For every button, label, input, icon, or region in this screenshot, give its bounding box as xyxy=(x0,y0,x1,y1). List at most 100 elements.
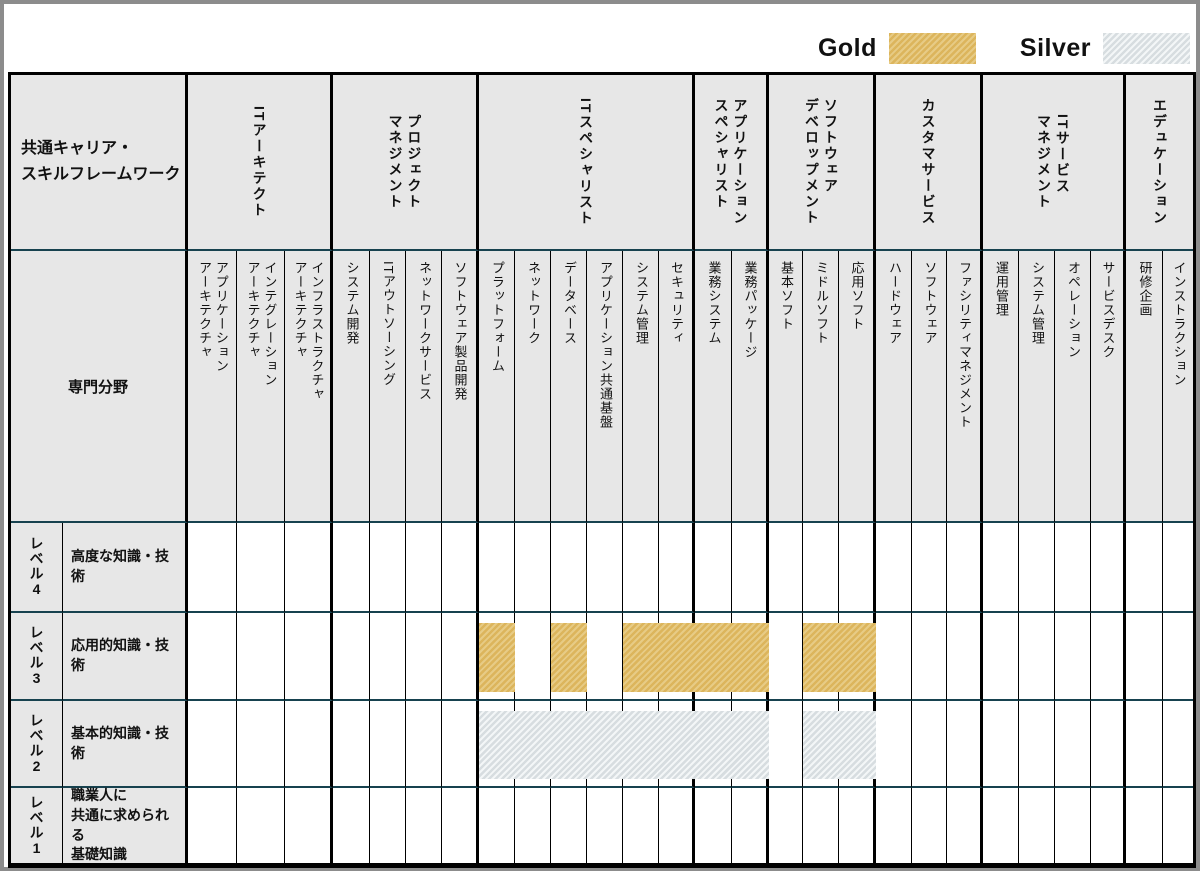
matrix-cell xyxy=(442,523,479,613)
group-header-8: エデュケーション xyxy=(1126,75,1193,251)
matrix-cell xyxy=(1163,613,1193,701)
vertical-label: ミドルソフト xyxy=(813,261,829,345)
specialty-header: システム管理 xyxy=(623,251,659,523)
matrix-cell xyxy=(370,613,406,701)
vertical-label: データベース xyxy=(561,261,577,345)
matrix-cell xyxy=(1019,613,1055,701)
matrix-cell xyxy=(1091,788,1126,863)
matrix-cell xyxy=(285,701,333,788)
specialty-field-header: 専門分野 xyxy=(11,251,188,523)
level-label-1: レベル1 xyxy=(11,788,63,863)
vertical-label: システム開発 xyxy=(344,261,360,345)
specialty-header: 基本ソフト xyxy=(769,251,803,523)
specialty-header: システム開発 xyxy=(333,251,370,523)
matrix-cell xyxy=(1126,788,1163,863)
vertical-label: ファシリティマネジメント xyxy=(956,261,972,429)
level-label-4: レベル4 xyxy=(11,523,63,613)
matrix-cell xyxy=(983,788,1019,863)
matrix-cell xyxy=(1019,701,1055,788)
vertical-label: システム管理 xyxy=(633,261,649,345)
vertical-label: システム管理 xyxy=(1029,261,1045,345)
matrix-cell xyxy=(515,788,551,863)
matrix-cell xyxy=(406,523,442,613)
group-header-6: カスタマサービス xyxy=(876,75,983,251)
matrix-cell xyxy=(912,523,947,613)
matrix-cell xyxy=(370,523,406,613)
matrix-cell xyxy=(912,613,947,701)
silver-block xyxy=(803,711,876,779)
matrix-cell xyxy=(237,788,285,863)
specialty-header: ソフトウェア製品開発 xyxy=(442,251,479,523)
vertical-label: 応用ソフト xyxy=(849,261,865,331)
group-header-1: ITアーキテクト xyxy=(188,75,333,251)
level-description: 職業人に 共通に求められる 基礎知識 xyxy=(63,787,188,863)
specialty-header: アプリケーション アーキテクチャ xyxy=(188,251,237,523)
matrix-cell xyxy=(479,788,515,863)
matrix-cell xyxy=(188,523,237,613)
specialty-header: アプリケーション共通基盤 xyxy=(587,251,623,523)
specialty-header: セキュリティ xyxy=(659,251,695,523)
vertical-label: ソフトウェア製品開発 xyxy=(452,261,468,401)
matrix-cell xyxy=(912,788,947,863)
matrix-cell xyxy=(370,701,406,788)
matrix-cell xyxy=(623,523,659,613)
vertical-label: ソフトウェア xyxy=(922,261,938,345)
matrix-cell xyxy=(237,613,285,701)
matrix-cell xyxy=(442,788,479,863)
matrix-cell xyxy=(285,523,333,613)
matrix-cell xyxy=(983,523,1019,613)
specialty-header: 運用管理 xyxy=(983,251,1019,523)
vertical-label: ハードウェア xyxy=(886,261,902,345)
group-header-2: プロジェクト マネジメント xyxy=(333,75,479,251)
matrix-cell xyxy=(1019,788,1055,863)
matrix-cell xyxy=(876,788,912,863)
group-header-5: ソフトウェア デベロップメント xyxy=(769,75,876,251)
vertical-label: ITアウトソーシング xyxy=(380,261,396,387)
vertical-label: サービスデスク xyxy=(1100,261,1116,359)
legend-gold-swatch xyxy=(888,33,976,64)
vertical-label: 基本ソフト xyxy=(778,261,794,331)
legend-gold-label: Gold xyxy=(817,34,877,62)
vertical-label: プロジェクト マネジメント xyxy=(387,114,423,210)
group-header-7: ITサービス マネジメント xyxy=(983,75,1126,251)
gold-block xyxy=(551,623,587,692)
specialty-header: ハードウェア xyxy=(876,251,912,523)
matrix-cell xyxy=(285,788,333,863)
matrix-cell xyxy=(406,701,442,788)
matrix-cell xyxy=(1126,701,1163,788)
matrix-cell xyxy=(1126,523,1163,613)
matrix-cell xyxy=(479,523,515,613)
matrix-cell xyxy=(1091,523,1126,613)
matrix-cell xyxy=(1163,523,1193,613)
vertical-label: ソフトウェア デベロップメント xyxy=(804,98,839,226)
matrix-cell xyxy=(1163,701,1193,788)
matrix-cell xyxy=(587,788,623,863)
vertical-label: レベル3 xyxy=(28,625,45,687)
level-description: 応用的知識・技術 xyxy=(63,613,188,701)
vertical-label: セキュリティ xyxy=(668,261,684,345)
vertical-label: アプリケーション スペシャリスト xyxy=(713,98,749,226)
matrix-cell xyxy=(1163,788,1193,863)
matrix-cell xyxy=(659,523,695,613)
vertical-label: ITアーキテクト xyxy=(251,105,268,219)
specialty-header: プラットフォーム xyxy=(479,251,515,523)
matrix-cell xyxy=(695,788,732,863)
vertical-label: 業務パッケージ xyxy=(742,261,758,359)
matrix-cell xyxy=(188,788,237,863)
specialty-header: ソフトウェア xyxy=(912,251,947,523)
specialty-header: ミドルソフト xyxy=(803,251,839,523)
matrix-cell xyxy=(912,701,947,788)
matrix-cell xyxy=(732,788,769,863)
matrix-cell xyxy=(947,701,983,788)
matrix-cell xyxy=(947,613,983,701)
specialty-header: ITアウトソーシング xyxy=(370,251,406,523)
matrix-cell xyxy=(333,788,370,863)
matrix-cell xyxy=(769,523,803,613)
matrix-cell xyxy=(947,523,983,613)
specialty-header: システム管理 xyxy=(1019,251,1055,523)
matrix-cell xyxy=(1055,701,1091,788)
matrix-cell xyxy=(237,523,285,613)
matrix-cell xyxy=(839,523,876,613)
specialty-header: インフラストラクチャ アーキテクチャ xyxy=(285,251,333,523)
